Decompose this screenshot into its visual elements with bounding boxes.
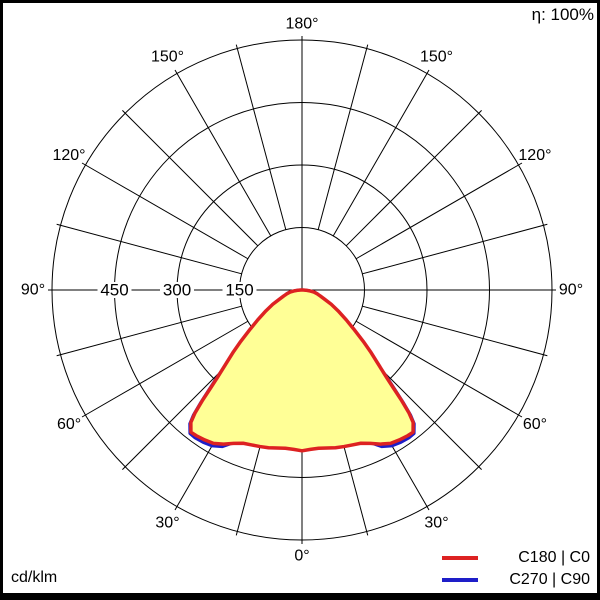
grid-radial-line: [355, 162, 523, 260]
grid-radial-line: [122, 110, 259, 247]
angle-label: 180°: [285, 16, 318, 33]
angle-label: 30°: [155, 514, 179, 531]
grid-radial-line: [56, 305, 242, 357]
angle-label: 60°: [523, 416, 547, 433]
angle-label: 150°: [420, 49, 453, 66]
c180-c0-line-swatch: [442, 556, 478, 560]
legend-label-c90: C270 | C90: [509, 571, 590, 588]
legend-label-c0: C180 | C0: [518, 549, 590, 566]
angle-label: 120°: [518, 147, 551, 164]
legend-row-c90: C270 | C90: [442, 569, 590, 591]
grid-radial-line: [355, 320, 523, 418]
grid-radial-line: [362, 223, 548, 275]
grid-radial-line: [81, 162, 249, 260]
ring-label-mask: [222, 282, 257, 298]
grid-radial-line: [362, 305, 548, 357]
ring-label: 300: [163, 281, 191, 300]
ring-label-mask: [97, 282, 132, 298]
unit-label: cd/klm: [11, 569, 58, 586]
angle-label: 90°: [21, 282, 45, 299]
ring-label-mask: [160, 282, 194, 298]
angle-label: 0°: [294, 548, 309, 565]
curve-c180-c0: [189, 288, 415, 453]
ring-label: 150: [225, 281, 253, 300]
ring-label: 450: [100, 281, 128, 300]
angle-label: 60°: [57, 416, 81, 433]
angle-label: 90°: [559, 282, 583, 299]
grid-radial-line: [174, 69, 272, 237]
angle-label: 30°: [424, 514, 448, 531]
efficiency-label: η: 100%: [531, 5, 594, 24]
angle-label: 150°: [151, 49, 184, 66]
grid-radial-line: [235, 44, 287, 230]
legend: C180 | C0 C270 | C90: [442, 547, 590, 591]
grid-radial-line: [317, 44, 369, 230]
grid-radial-line: [81, 320, 249, 418]
c270-c90-line-swatch: [442, 578, 478, 582]
grid-radial-line: [345, 110, 482, 247]
grid-radial-line: [332, 69, 430, 237]
legend-row-c0: C180 | C0: [442, 547, 590, 569]
grid-radial-line: [56, 223, 242, 275]
angle-label: 120°: [52, 147, 85, 164]
